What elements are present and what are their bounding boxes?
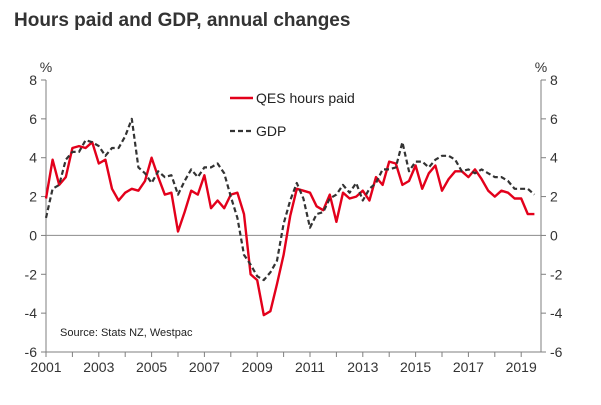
left-y-tick-label: 0 — [29, 227, 37, 243]
x-tick-label: 2005 — [136, 359, 167, 375]
x-tick-label: 2011 — [295, 359, 325, 375]
right-y-tick-label: 6 — [550, 111, 558, 127]
x-tick-label: 2009 — [242, 359, 273, 375]
left-y-tick-label: -6 — [25, 344, 38, 360]
axes-layer — [41, 79, 546, 357]
left-y-tick-label: -2 — [25, 266, 38, 282]
right-y-tick-label: 8 — [550, 72, 558, 88]
right-y-tick-label: -2 — [550, 266, 563, 282]
x-tick-label: 2019 — [506, 359, 537, 375]
left-y-tick-label: 6 — [29, 111, 37, 127]
right-y-tick-label: 2 — [550, 189, 558, 205]
x-tick-label: 2013 — [347, 359, 378, 375]
left-y-tick-label: 8 — [29, 72, 37, 88]
right-y-tick-label: 4 — [550, 150, 558, 166]
series-line-qes-hours-paid — [44, 140, 535, 317]
labels-layer: -6 -6 -4 -4 -2 -2 0 0 2 2 4 4 6 6 8 8% % 2001 2003 2005 2007… — [25, 59, 563, 375]
source-note: Source: Stats NZ, Westpac — [60, 327, 193, 339]
x-tick-label: 2007 — [189, 359, 220, 375]
chart-title: Hours paid and GDP, annual changes — [14, 10, 351, 31]
series-layer — [44, 117, 536, 317]
right-y-tick-label: 0 — [550, 227, 558, 243]
right-unit-label: % — [535, 59, 547, 75]
left-y-tick-label: -4 — [25, 305, 38, 321]
left-unit-label: % — [40, 59, 52, 75]
series-line-gdp — [44, 117, 536, 282]
x-tick-label: 2003 — [83, 359, 114, 375]
right-y-tick-label: -6 — [550, 344, 563, 360]
x-tick-label: 2015 — [400, 359, 431, 375]
left-y-tick-label: 4 — [29, 150, 37, 166]
legend-label-gdp: GDP — [256, 123, 286, 139]
x-tick-label: 2001 — [30, 359, 61, 375]
legend-label-qes-hours-paid: QES hours paid — [256, 90, 355, 106]
x-tick-label: 2017 — [453, 359, 484, 375]
right-y-tick-label: -4 — [550, 305, 563, 321]
left-y-tick-label: 2 — [29, 189, 37, 205]
